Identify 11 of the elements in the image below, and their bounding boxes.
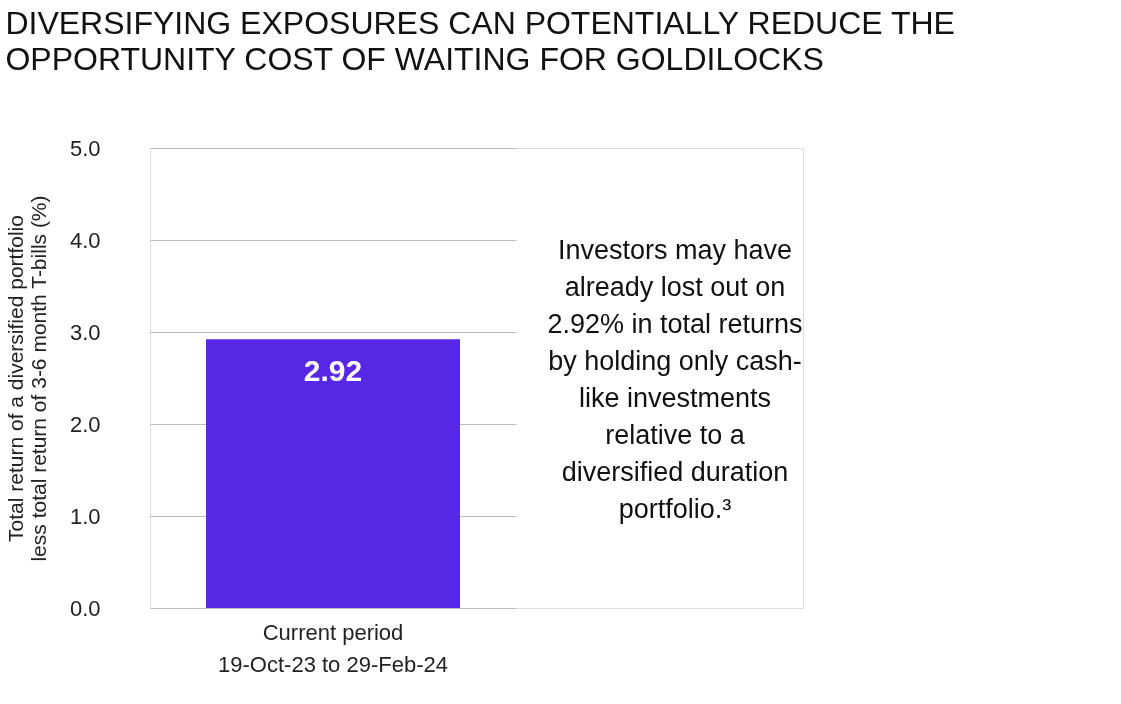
y-tick-label: 1.0 — [69, 503, 101, 529]
y-tick-label: 0.0 — [69, 595, 101, 621]
x-tick-label: Current period 19-Oct-23 to 29-Feb-24 — [218, 619, 448, 677]
y-tick-label: 4.0 — [69, 227, 101, 253]
chart-title: DIVERSIFYING EXPOSURES CAN POTENTIALLY REDUCE THE OPPORTUNITY COST OF WAITING FOR GOLDILOCKS — [5, 5, 955, 77]
y-tick-label: 3.0 — [69, 319, 101, 345]
y-axis-title: Total return of a diversified portfolio less total return of 3-6 month T-bills (%) — [3, 195, 50, 562]
y-tick-label: 2.0 — [69, 411, 101, 437]
data-label: 2.92 — [303, 354, 363, 388]
text: Investors may have already lost out on 2.92% in total returns by holding only cash-like investments relative to a diversified duration portfolio.³ — [547, 235, 803, 524]
y-tick-label: 5.0 — [69, 135, 101, 161]
